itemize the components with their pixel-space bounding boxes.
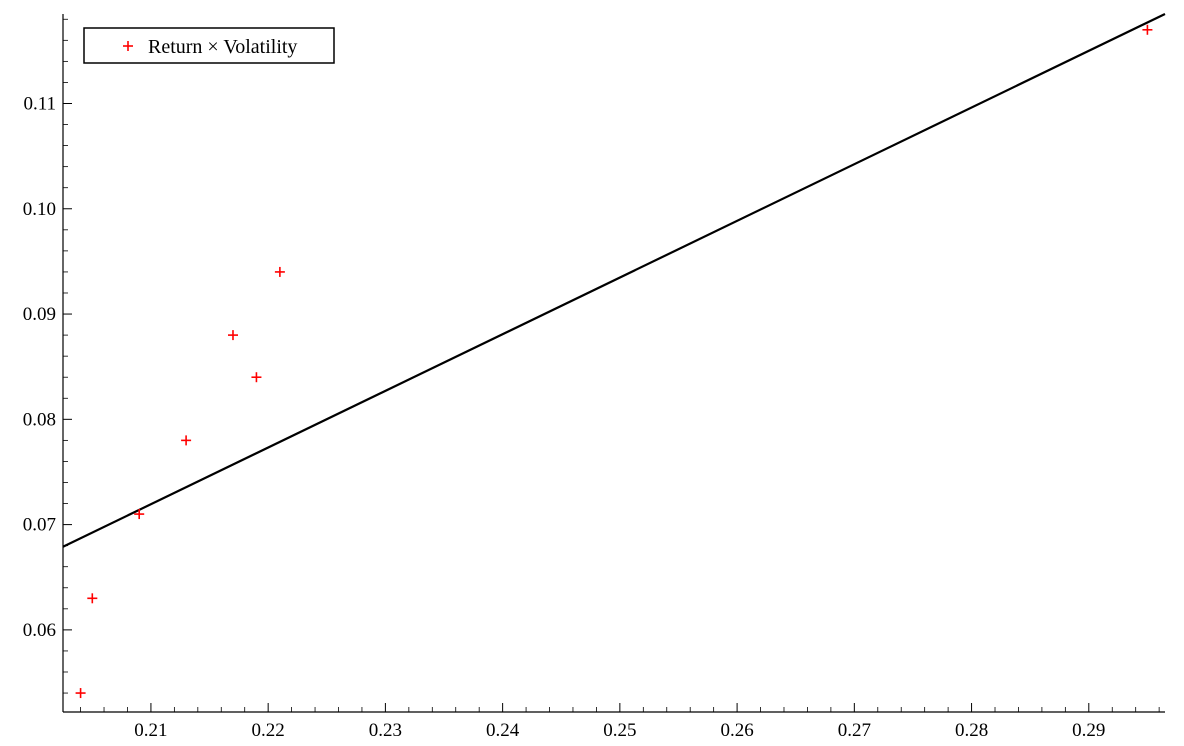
x-tick-label: 0.29 (1072, 720, 1105, 741)
fit-line-group (62, 13, 1166, 548)
x-tick-label: 0.27 (838, 720, 871, 741)
axes (62, 14, 1165, 713)
x-tick-label: 0.23 (369, 720, 402, 741)
y-tick-label: 0.09 (23, 304, 56, 325)
data-point (181, 435, 192, 446)
x-tick-label: 0.25 (603, 720, 636, 741)
data-points (75, 24, 1153, 699)
legend-label: Return × Volatility (148, 36, 297, 58)
y-tick-label: 0.06 (23, 620, 56, 641)
y-tick-label: 0.08 (23, 409, 56, 430)
data-point (1142, 24, 1153, 35)
data-point (251, 372, 262, 383)
fit-line (62, 13, 1166, 548)
y-tick-label: 0.10 (23, 199, 56, 220)
x-tick-label: 0.26 (720, 720, 753, 741)
data-point (75, 688, 86, 699)
legend-marker (123, 41, 133, 51)
x-tick-label: 0.22 (252, 720, 285, 741)
ticks: 0.21 0.22 0.23 0.24 0.25 0.26 0.27 0.28 0.29 0.06… (23, 18, 1160, 741)
legend: Return × Volatility (83, 27, 335, 64)
x-tick-label: 0.28 (955, 720, 988, 741)
data-point (274, 266, 285, 277)
data-point (134, 509, 145, 520)
data-point (87, 593, 98, 604)
y-tick-label: 0.07 (23, 515, 56, 536)
y-tick-label: 0.11 (23, 93, 56, 114)
x-tick-label: 0.21 (134, 720, 167, 741)
data-point (227, 330, 238, 341)
x-tick-label: 0.24 (486, 720, 520, 741)
legend-plus-marker (123, 41, 133, 51)
